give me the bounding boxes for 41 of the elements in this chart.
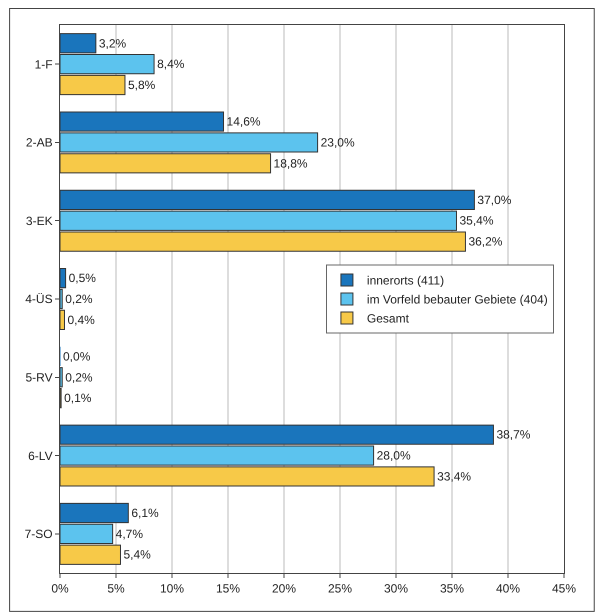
legend-label: im Vorfeld bebauter Gebiete (404) bbox=[366, 292, 548, 307]
x-tick-label: 5% bbox=[107, 581, 125, 596]
data-label: 37,0% bbox=[477, 192, 512, 207]
legend-label: innerorts (411) bbox=[366, 274, 444, 288]
x-tick-label: 25% bbox=[328, 581, 352, 596]
x-tick-label: 30% bbox=[384, 581, 408, 596]
data-label: 0,2% bbox=[65, 370, 93, 384]
data-label: 8,4% bbox=[157, 57, 185, 72]
x-tick-label: 35% bbox=[440, 581, 464, 596]
data-label: 33,4% bbox=[437, 469, 472, 484]
data-label: 3,2% bbox=[98, 36, 127, 50]
data-label: 5,8% bbox=[128, 78, 156, 92]
x-tick-label: 40% bbox=[496, 581, 520, 596]
data-label: 18,8% bbox=[274, 156, 308, 170]
data-label: 6,1% bbox=[131, 506, 159, 520]
data-label: 14,6% bbox=[226, 114, 261, 129]
data-label: 4,7% bbox=[116, 526, 144, 541]
y-tick-label: 6-LV bbox=[28, 448, 53, 463]
y-tick-label: 4-ÜS bbox=[25, 292, 53, 306]
data-label: 35,4% bbox=[459, 214, 494, 228]
x-tick-label: 45% bbox=[552, 581, 576, 596]
x-tick-label: 0% bbox=[51, 581, 69, 596]
y-tick-label: 1-F bbox=[34, 57, 53, 72]
y-tick-label: 3-EK bbox=[26, 214, 53, 228]
data-label: 0,5% bbox=[68, 271, 96, 286]
data-label: 0,0% bbox=[63, 349, 91, 364]
data-label: 36,2% bbox=[468, 234, 503, 249]
legend-label: Gesamt bbox=[366, 312, 410, 326]
y-tick-label: 2-AB bbox=[26, 136, 53, 150]
x-tick-label: 15% bbox=[216, 581, 240, 596]
x-tick-label: 20% bbox=[272, 581, 296, 596]
data-label: 23,0% bbox=[320, 135, 355, 150]
data-label: 0,2% bbox=[65, 292, 93, 306]
data-label: 28,0% bbox=[376, 448, 411, 463]
data-label: 0,4% bbox=[67, 312, 96, 327]
data-label: 0,1% bbox=[64, 391, 92, 406]
data-label: 5,4% bbox=[123, 548, 152, 562]
y-tick-label: 5-RV bbox=[25, 370, 53, 384]
data-label: 38,7% bbox=[496, 428, 531, 442]
y-tick-label: 7-SO bbox=[24, 527, 53, 542]
x-tick-label: 10% bbox=[160, 581, 184, 596]
